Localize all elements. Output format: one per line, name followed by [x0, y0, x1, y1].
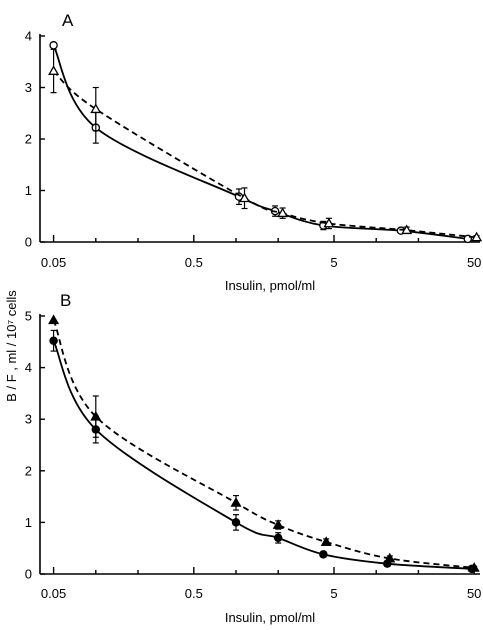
y-tick-label: 0 [25, 567, 32, 582]
data-point-filled-triangle [320, 536, 332, 546]
data-point-filled-triangle [384, 552, 396, 563]
panel-label: B [60, 291, 71, 310]
data-point-filled-triangle [468, 562, 480, 572]
series-open-circle [49, 41, 473, 244]
x-tick-label: 0.05 [41, 255, 66, 270]
data-point-open-triangle [401, 224, 413, 235]
series-filled-circle [49, 329, 476, 574]
y-tick-label: 2 [25, 132, 32, 147]
y-tick-label: 2 [25, 463, 32, 478]
y-tick-label: 1 [25, 183, 32, 198]
panel-a: A 0 1 2 3 4 0.05 0.5 5 50 Insulin, pmol/ml [25, 11, 483, 293]
series-filled-triangle [48, 314, 480, 572]
x-tick-label: 50 [467, 586, 481, 601]
data-point-filled-circle [231, 518, 241, 527]
y-tick-label: 3 [25, 412, 32, 427]
dashed-curve [52, 70, 477, 239]
series-open-triangle [48, 48, 483, 242]
data-point-filled-circle [49, 336, 58, 346]
y-axis-title: B / F , ml / 10⁷ cells [4, 290, 19, 402]
x-tick-label: 0.5 [185, 255, 203, 270]
data-point-open-triangle [471, 231, 483, 242]
dashed-curve [52, 319, 475, 569]
data-point-open-triangle [48, 65, 60, 75]
data-point-filled-triangle [90, 410, 102, 421]
solid-curve [52, 44, 468, 240]
data-point-filled-triangle [272, 519, 284, 529]
data-point-open-triangle [90, 103, 102, 114]
data-point-filled-triangle [230, 497, 242, 507]
data-point-open-triangle [238, 192, 251, 203]
y-tick-label: 5 [25, 309, 32, 324]
data-point-filled-circle [273, 533, 283, 543]
y-tick-label: 3 [25, 80, 32, 95]
y-tick-label: 1 [25, 515, 32, 530]
x-tick-label: 0.05 [41, 586, 66, 601]
data-point-filled-triangle [48, 314, 60, 325]
y-tick-label: 4 [25, 360, 32, 375]
x-axis-title: Insulin, pmol/ml [225, 278, 315, 293]
x-tick-label: 5 [330, 255, 337, 270]
panel-b: B 0 1 2 3 4 5 0.05 0.5 5 50 Insulin, pmol/ml [25, 291, 482, 625]
y-tick-label: 0 [25, 235, 32, 250]
y-tick-label: 4 [25, 29, 32, 44]
data-point-open-triangle [277, 207, 289, 218]
x-axis-title: Insulin, pmol/ml [225, 610, 315, 625]
data-point-open-triangle [323, 217, 335, 228]
data-point-filled-circle [319, 550, 328, 559]
data-point-open-circle [49, 41, 58, 50]
x-tick-label: 5 [330, 586, 337, 601]
panel-label: A [62, 11, 74, 30]
solid-curve [52, 340, 472, 570]
x-tick-label: 0.5 [185, 586, 203, 601]
x-tick-label: 50 [467, 255, 481, 270]
